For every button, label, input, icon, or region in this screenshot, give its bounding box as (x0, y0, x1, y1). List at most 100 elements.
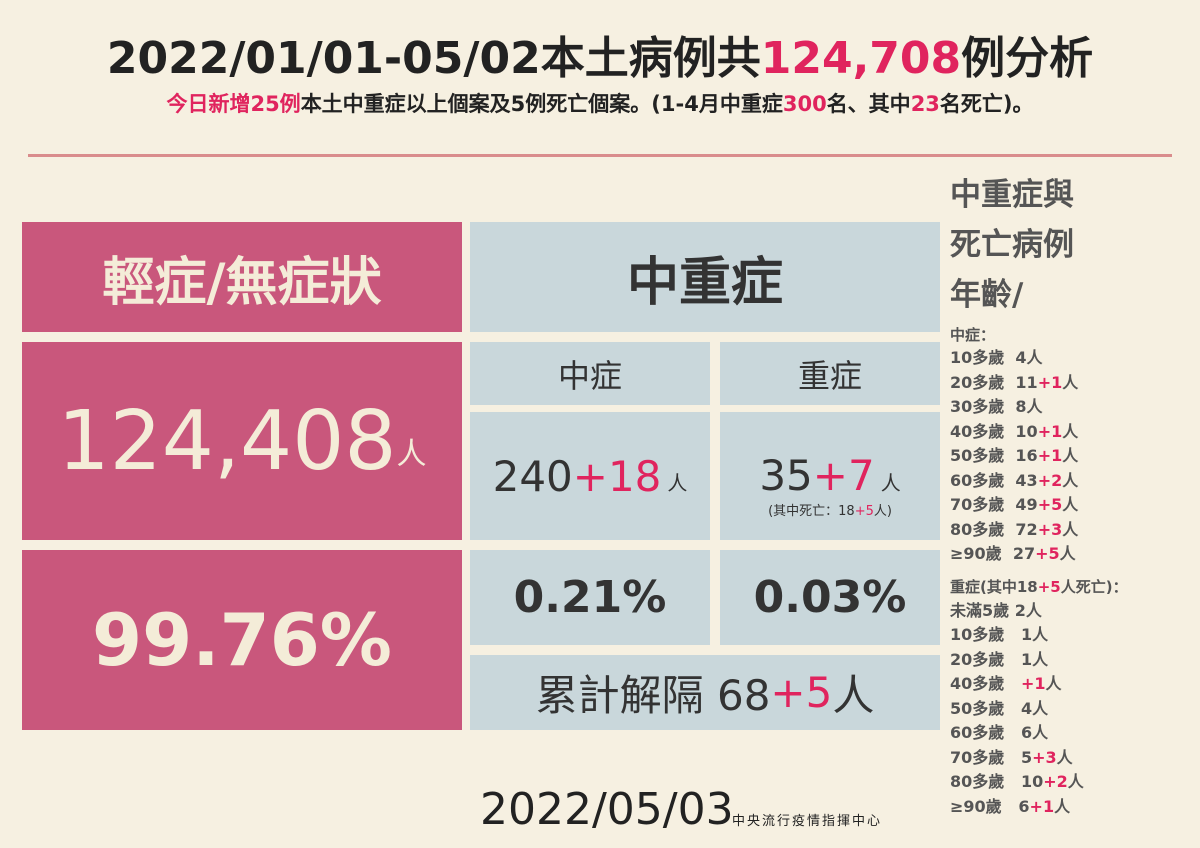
text: 中重症與 (950, 177, 1074, 213)
highlight: +5 (770, 668, 833, 717)
age-row: 40多歲 10+1人 (950, 420, 1128, 445)
text: 80多歲 10 (950, 772, 1044, 791)
text: 未滿5歲 2人 (950, 600, 1042, 620)
age-column: 中重症與 死亡病例 年齡/中症： 10多歲 4人 20多歲 11+1人 30多歲 8人 40… (950, 170, 1128, 819)
age-row: 80多歲 10+2人 (950, 770, 1128, 795)
text: 人 (1059, 544, 1076, 563)
text: ≥90歲 6 (950, 796, 1030, 816)
text: 人 (1054, 796, 1071, 816)
text: 人 (1062, 372, 1079, 392)
highlight: 今日新增25例 (166, 92, 301, 116)
highlight: +3 (1032, 747, 1057, 767)
text: 20多歲 11 (950, 372, 1038, 392)
text: 人) (873, 504, 892, 519)
text: 人 (1056, 747, 1073, 767)
released: 累計解隔 68 +5 人 (470, 655, 940, 730)
text: 50多歲 4人 (950, 698, 1049, 718)
age-row: 80多歲 72+3人 (950, 518, 1128, 543)
age-heading: 年齡/ (950, 270, 1128, 320)
age-row: 70多歲 5+3人 (950, 746, 1128, 771)
text: 60多歲 43 (950, 470, 1038, 490)
text: 10多歲 4人 (950, 348, 1043, 367)
text: 40多歲 10 (950, 421, 1038, 441)
highlight: +1 (1037, 446, 1063, 465)
highlight: +18 (572, 451, 662, 501)
age-heading: 死亡病例 (950, 220, 1128, 270)
text: 人 (1062, 421, 1079, 441)
death-note: (其中死亡：18+5人) (768, 500, 892, 519)
age-heading: 中重症與 (950, 170, 1128, 220)
highlight: +1 (1037, 372, 1063, 392)
highlight: 23 (910, 92, 940, 116)
age-row: 60多歲 43+2人 (950, 469, 1128, 494)
severe-percent: 0.03% (720, 550, 940, 645)
title: 2022/01/01-05/02本土病例共124,708例分析 (0, 22, 1200, 86)
unit: 人 (667, 470, 688, 495)
age-row: 40多歲 +1人 (950, 672, 1128, 697)
text: 本土中重症以上個案及5例死亡個案。(1-4月中重症 (300, 92, 783, 116)
moderate-percent: 0.21% (470, 550, 710, 645)
text: 中症： (950, 326, 996, 344)
age-row: 未滿5歲 2人 (950, 599, 1128, 624)
text: 人 (832, 671, 875, 720)
text: 死亡病例 (950, 227, 1074, 263)
date: 2022/05/03 (480, 784, 734, 835)
text: 40多歲 (950, 674, 1021, 693)
text: 人 (1062, 470, 1079, 490)
highlight: +2 (1043, 772, 1068, 791)
unit: 人 (880, 471, 901, 495)
text: 人 (1045, 674, 1062, 693)
text: 重症(其中18 (950, 577, 1038, 596)
divider (28, 154, 1172, 157)
age-row: 20多歲 1人 (950, 648, 1128, 673)
age-row: 50多歲 16+1人 (950, 444, 1128, 469)
age-row: 30多歲 8人 (950, 395, 1128, 420)
subtitle: 今日新增25例本土中重症以上個案及5例死亡個案。(1-4月中重症300名、其中2… (0, 88, 1200, 118)
text: 70多歲 49 (950, 495, 1038, 514)
text: 人死亡)： (1060, 577, 1128, 596)
text: 人 (1062, 446, 1079, 465)
text: 名死亡)。 (939, 92, 1034, 116)
age-row: 60多歲 6人 (950, 721, 1128, 746)
age-row: 10多歲 4人 (950, 346, 1128, 371)
text: 人 (1062, 519, 1079, 539)
text: 例分析 (961, 33, 1094, 84)
unit: 人 (396, 437, 427, 472)
highlight: +1 (1029, 796, 1055, 816)
text: 35 (759, 451, 813, 500)
age-row: ≥90歲 6+1人 (950, 795, 1128, 820)
text: 70多歲 5 (950, 747, 1033, 767)
severe-value: 35+7 (759, 451, 874, 500)
severe-label: 重症 (720, 342, 940, 405)
moderate-heading: 中症： (950, 324, 1128, 346)
highlight: +2 (1037, 470, 1063, 490)
highlight: +5 (1037, 577, 1061, 596)
text: 30多歲 8人 (950, 397, 1043, 416)
text: 50多歲 16 (950, 446, 1038, 465)
mild-count-box: 124,408 人 (22, 342, 462, 540)
text: 年齡/ (950, 277, 1024, 313)
severe-title: 中重症 (470, 222, 940, 332)
moderate-value: 240+18 (493, 452, 662, 501)
text: 60多歲 6人 (950, 723, 1049, 742)
highlight: +1 (1037, 421, 1063, 441)
highlight: 124,708 (760, 33, 962, 84)
text: 2022/01/01-05/02本土病例共 (106, 33, 761, 84)
highlight: +5 (854, 504, 874, 519)
age-row: 50多歲 4人 (950, 697, 1128, 722)
text: 人 (1067, 772, 1084, 791)
text: ≥90歲 27 (950, 544, 1036, 563)
org: 中央流行疫情指揮中心 (732, 814, 883, 829)
mild-count: 124,408 (57, 393, 397, 489)
age-row: ≥90歲 27+5人 (950, 542, 1128, 567)
text: 人 (1062, 495, 1079, 514)
highlight: +5 (1035, 544, 1060, 563)
text: (其中死亡：18 (768, 504, 855, 519)
severe-value-box: 35+7 人 (其中死亡：18+5人) (720, 412, 940, 540)
text: 240 (492, 451, 573, 501)
highlight: +3 (1037, 519, 1063, 539)
text: 10多歲 1人 (950, 625, 1049, 644)
moderate-value-box: 240+18 人 (470, 412, 710, 540)
text: 累計解隔 68 (535, 671, 771, 720)
